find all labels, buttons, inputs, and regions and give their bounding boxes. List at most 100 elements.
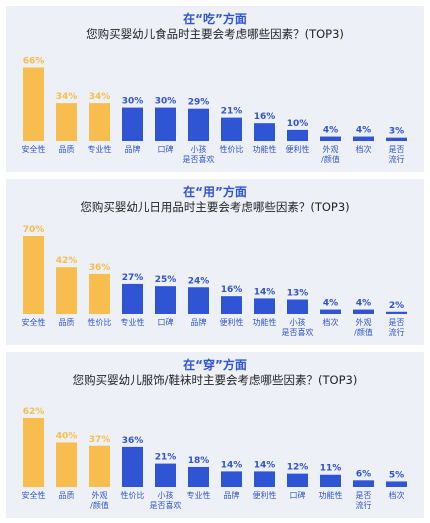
bar bbox=[287, 129, 308, 141]
category-label: 安全性 bbox=[22, 144, 46, 154]
bar bbox=[56, 442, 77, 487]
data-label: 34% bbox=[89, 92, 111, 102]
category-label: 品质 bbox=[59, 490, 75, 500]
category-label: 便利性 bbox=[286, 144, 310, 154]
data-label: 10% bbox=[287, 119, 309, 129]
data-label: 34% bbox=[56, 92, 78, 102]
bar bbox=[386, 137, 407, 141]
bar bbox=[155, 463, 176, 487]
bar bbox=[56, 267, 77, 314]
category-label: 是否 bbox=[389, 318, 405, 327]
bar bbox=[320, 474, 341, 487]
chart-subtitle: 您购买婴幼儿服饰/鞋袜时主要会考虑哪些因素？(TOP3) bbox=[73, 373, 358, 387]
category-label: 专业性 bbox=[88, 144, 112, 154]
chart-eat-svg: 在“吃”方面 您购买婴幼儿食品时主要会考虑哪些因素？(TOP3) 66% 安全性 3… bbox=[22, 11, 407, 164]
category-label: /颜值 bbox=[354, 327, 373, 337]
category-label: 流行 bbox=[389, 327, 405, 337]
bar bbox=[23, 236, 44, 314]
data-label: 4% bbox=[323, 126, 338, 136]
bar bbox=[221, 296, 242, 314]
category-label: 流行 bbox=[389, 154, 405, 164]
data-label: 42% bbox=[56, 256, 78, 266]
category-label: 功能性 bbox=[253, 317, 277, 327]
bar bbox=[254, 471, 275, 487]
category-label: /颜值 bbox=[90, 500, 109, 510]
data-label: 11% bbox=[320, 464, 342, 474]
category-label: 外观 bbox=[356, 317, 372, 327]
data-label: 4% bbox=[356, 299, 371, 309]
chart-subtitle: 您购买婴幼儿日用品时主要会考虑哪些因素？(TOP3) bbox=[80, 200, 349, 214]
data-label: 66% bbox=[23, 56, 45, 66]
category-label: 口碑 bbox=[290, 490, 306, 500]
bar bbox=[56, 103, 77, 141]
category-label: 品牌 bbox=[125, 144, 141, 154]
bar bbox=[320, 136, 341, 141]
bar bbox=[23, 67, 44, 141]
data-label: 70% bbox=[23, 225, 45, 235]
bar bbox=[287, 299, 308, 314]
chart-title: 在“穿”方面 bbox=[183, 357, 247, 372]
category-label: /颜值 bbox=[321, 154, 340, 164]
bar bbox=[353, 480, 374, 487]
category-label: 小孩 bbox=[290, 317, 306, 327]
category-label: 小孩 bbox=[191, 144, 207, 154]
bar bbox=[89, 445, 110, 487]
category-label: 功能性 bbox=[253, 144, 277, 154]
bar bbox=[89, 273, 110, 314]
bar bbox=[155, 107, 176, 141]
chart-panel-wear: 在“穿”方面 您购买婴幼儿服饰/鞋袜时主要会考虑哪些因素？(TOP3) 62% 安… bbox=[6, 352, 424, 518]
category-label: 档次 bbox=[323, 317, 339, 327]
chart-title: 在“吃”方面 bbox=[183, 11, 247, 26]
chart-panel-eat: 在“吃”方面 您购买婴幼儿食品时主要会考虑哪些因素？(TOP3) 66% 安全性 3… bbox=[6, 6, 424, 172]
chart-use-svg: 在“用”方面 您购买婴幼儿日用品时主要会考虑哪些因素？(TOP3) 70% 安全性… bbox=[22, 184, 407, 337]
category-label: 便利性 bbox=[253, 490, 277, 500]
category-label: 便利性 bbox=[220, 317, 244, 327]
bar bbox=[155, 286, 176, 314]
category-label: 品牌 bbox=[191, 317, 207, 327]
chart-panel-use: 在“用”方面 您购买婴幼儿日用品时主要会考虑哪些因素？(TOP3) 70% 安全性… bbox=[6, 179, 424, 345]
category-label: 是否 bbox=[389, 145, 405, 154]
bar bbox=[188, 466, 209, 487]
data-label: 14% bbox=[254, 460, 276, 470]
data-label: 27% bbox=[122, 273, 144, 283]
bar bbox=[188, 287, 209, 314]
data-label: 21% bbox=[155, 453, 177, 463]
bar bbox=[386, 481, 407, 487]
data-label: 14% bbox=[254, 287, 276, 297]
category-label: 专业性 bbox=[121, 317, 145, 327]
category-label: 性价比 bbox=[88, 317, 112, 327]
data-label: 16% bbox=[221, 285, 243, 295]
bar bbox=[386, 311, 407, 314]
data-label: 4% bbox=[356, 126, 371, 136]
bar bbox=[122, 283, 143, 314]
data-label: 6% bbox=[356, 469, 371, 479]
data-label: 12% bbox=[287, 463, 309, 473]
data-label: 2% bbox=[389, 301, 404, 311]
category-label: 性价比 bbox=[220, 144, 244, 154]
bar bbox=[254, 298, 275, 314]
category-label: 安全性 bbox=[22, 490, 46, 500]
category-label: 流行 bbox=[356, 500, 372, 510]
bar bbox=[221, 471, 242, 487]
category-label: 是否喜欢 bbox=[183, 154, 215, 164]
category-label: 安全性 bbox=[22, 317, 46, 327]
data-label: 21% bbox=[221, 107, 243, 117]
data-label: 18% bbox=[188, 456, 210, 466]
bar bbox=[353, 136, 374, 141]
category-label: 外观 bbox=[92, 490, 108, 500]
category-label: 档次 bbox=[389, 490, 405, 500]
data-label: 30% bbox=[155, 97, 177, 107]
data-label: 14% bbox=[221, 460, 243, 470]
category-label: 品牌 bbox=[224, 490, 240, 500]
bar bbox=[320, 309, 341, 314]
data-label: 36% bbox=[89, 263, 111, 273]
category-label: 小孩 bbox=[158, 490, 174, 500]
data-label: 5% bbox=[389, 470, 404, 480]
category-label: 是否喜欢 bbox=[150, 500, 182, 510]
category-label: 外观 bbox=[323, 144, 339, 154]
data-label: 4% bbox=[323, 299, 338, 309]
data-label: 16% bbox=[254, 112, 276, 122]
category-label: 是否喜欢 bbox=[282, 327, 314, 337]
data-label: 25% bbox=[155, 275, 177, 285]
